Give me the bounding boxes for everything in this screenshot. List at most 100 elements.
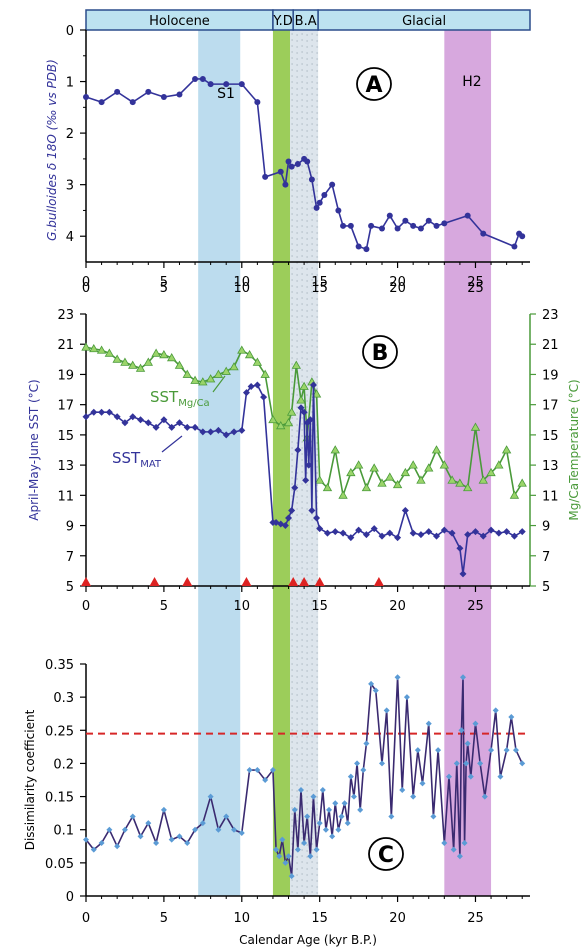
band-ba-dot (316, 826, 318, 828)
band-ba-dot (311, 81, 313, 83)
sst-mat-point (294, 446, 302, 454)
band-ba-dot (296, 484, 298, 486)
band-ba-dot (296, 568, 298, 570)
band-ba-dot (291, 33, 293, 35)
band-ba-dot (291, 789, 293, 791)
band-ba-dot (316, 784, 318, 786)
band-ba-dot (316, 754, 318, 756)
sst-mat-point (175, 419, 183, 427)
y-tick-label: 0.1 (53, 824, 74, 839)
band-ba-dot (301, 615, 303, 617)
band-ba-dot (316, 34, 318, 36)
band-ba-dot (301, 93, 303, 95)
y-tick-label: 15 (57, 429, 74, 444)
band-ba-dot (311, 273, 313, 275)
band-ba-dot (306, 796, 308, 798)
sst-mat-point (464, 531, 472, 539)
band-ba-dot (296, 892, 298, 894)
band-ba-dot (316, 166, 318, 168)
band-ba-dot (291, 309, 293, 311)
band-ba-dot (301, 435, 303, 437)
band-ba-dot (311, 375, 313, 377)
sst-mat-point (448, 529, 456, 537)
sst-mgca-point (205, 374, 216, 383)
band-ba-dot (296, 40, 298, 42)
band-ba-dot (296, 868, 298, 870)
band-ba-dot (291, 891, 293, 893)
sst-mat-point (242, 389, 250, 397)
sst-mgca-point (486, 467, 496, 477)
sst-mat-point (339, 529, 347, 537)
band-ba-dot (306, 358, 308, 360)
band-ba-dot (296, 124, 298, 126)
band-ba-dot (306, 328, 308, 330)
sst-mgca-point (229, 362, 239, 371)
sst-mat-point (518, 528, 526, 536)
sst-mgca-point (190, 375, 200, 384)
dissimilarity-point (350, 793, 357, 800)
band-ba-dot (311, 33, 313, 35)
band-ba-dot (306, 496, 308, 498)
band-ba-dot (306, 868, 308, 870)
band-ba-dot (296, 256, 298, 258)
band-ba-dot (306, 376, 308, 378)
band-ba-dot (291, 267, 293, 269)
band-ba-dot (316, 604, 318, 606)
band-ba-dot (296, 622, 298, 624)
sst-mat-point (129, 413, 137, 421)
band-ba-dot (306, 760, 308, 762)
band-ba-dot (306, 880, 308, 882)
dissimilarity-point (316, 820, 323, 827)
band-ba-dot (291, 807, 293, 809)
band-ba-dot (296, 46, 298, 48)
epoch-label: B.A (295, 14, 317, 29)
band-ba-dot (301, 519, 303, 521)
age-control-marker (149, 577, 160, 586)
y-tick-label-right: 15 (542, 429, 559, 444)
band-ba-dot (306, 106, 308, 108)
dissimilarity-point (508, 714, 515, 721)
band-ba-dot (291, 363, 293, 365)
band-ba-dot (296, 100, 298, 102)
band-ba-dot (301, 171, 303, 173)
d18o-point (363, 246, 370, 253)
band-ba-dot (301, 567, 303, 569)
band-ba-dot (306, 238, 308, 240)
band-ba-dot (301, 831, 303, 833)
band-ba-dot (291, 699, 293, 701)
band-ba-dot (316, 880, 318, 882)
band-ba-dot (311, 561, 313, 563)
band-ba-dot (306, 166, 308, 168)
sst-mgca-point (151, 348, 161, 357)
band-ba-dot (291, 663, 293, 665)
dissimilarity-point (354, 760, 361, 767)
band-ba-dot (311, 537, 313, 539)
band-ba-dot (306, 256, 308, 258)
sst-mgca-point (369, 463, 379, 472)
band-ba-dot (311, 609, 313, 611)
band-ba-dot (316, 646, 318, 648)
band-ba-dot (291, 645, 293, 647)
band-ba-dot (311, 549, 313, 551)
sst-mat-point (409, 529, 417, 537)
band-ba-dot (301, 321, 303, 323)
sst-mat-point (288, 506, 296, 514)
band-ba-dot (306, 538, 308, 540)
band-ba-dot (316, 274, 318, 276)
sst-mgca-point (159, 349, 169, 359)
band-ba-dot (316, 454, 318, 456)
band-ba-dot (296, 598, 298, 600)
band-ba-dot (291, 597, 293, 599)
dissimilarity-point (215, 826, 222, 833)
dissimilarity-point (184, 839, 191, 846)
band-ba-dot (296, 154, 298, 156)
band-ba-dot (291, 231, 293, 233)
band-ba-dot (301, 867, 303, 869)
band-ba-dot (311, 399, 313, 401)
band-ba-dot (296, 532, 298, 534)
band-ba-dot (316, 142, 318, 144)
band-ba-dot (306, 790, 308, 792)
band-ba-dot (291, 633, 293, 635)
sst-mat-point (370, 525, 378, 533)
